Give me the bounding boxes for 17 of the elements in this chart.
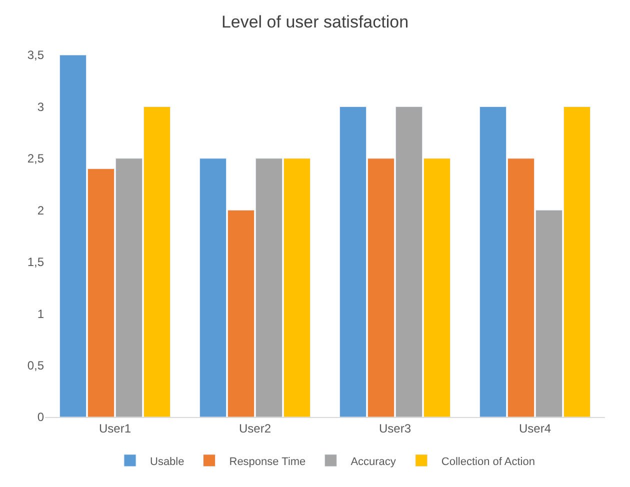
chart-title: Level of user satisfaction [221, 12, 409, 32]
y-tick-label: 2,5 [27, 152, 44, 166]
legend-label: Accuracy [350, 456, 396, 468]
legend-label: Collection of Action [441, 456, 535, 468]
x-tick-label: User3 [378, 421, 412, 436]
y-tick-label: 0 [37, 410, 44, 424]
x-tick-label: User2 [238, 421, 272, 436]
legend-label: Usable [150, 456, 184, 468]
y-tick-label: 3 [37, 100, 44, 114]
x-tick-label: User4 [518, 421, 552, 436]
x-tick-label: User1 [98, 421, 132, 436]
y-tick-label: 3,5 [27, 48, 44, 62]
y-tick-label: 2 [37, 203, 44, 218]
y-tick-label: 1 [37, 306, 44, 321]
legend-label: Response Time [229, 456, 306, 468]
y-tick-label: 1,5 [27, 255, 44, 270]
y-tick-label: 0,5 [27, 358, 44, 372]
